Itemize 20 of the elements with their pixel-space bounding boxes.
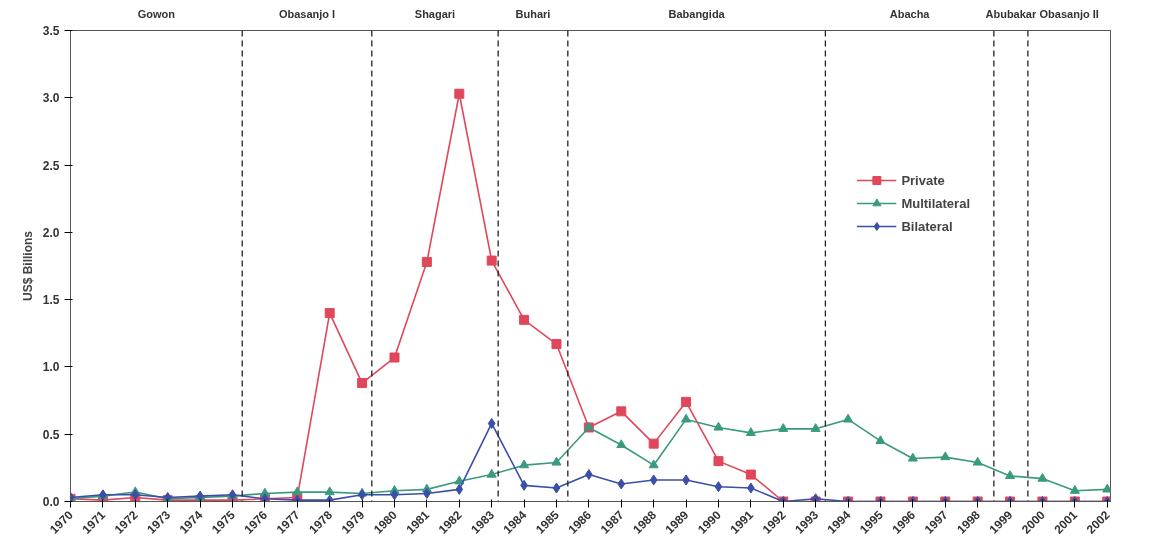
legend-label: Private (901, 172, 945, 188)
y-tick-label: 1.5 (42, 293, 60, 308)
text: Buhari (515, 7, 551, 20)
text: Abacha (889, 7, 931, 20)
legend-label: Bilateral (901, 218, 953, 234)
y-tick-label: 2.5 (42, 158, 60, 173)
y-tick-label: 3.0 (42, 91, 60, 106)
legend-label: Multilateral (901, 195, 970, 211)
y-tick-label: 2.0 (42, 225, 60, 240)
y-tick-label: 3.5 (42, 24, 60, 38)
text: Shagari (414, 7, 456, 20)
text: Obasanjo II (1039, 7, 1099, 20)
text: Abubakar (985, 7, 1037, 20)
text: Babangida (668, 7, 726, 20)
y-axis-title: US$ Billions (20, 230, 35, 302)
y-tick-label: 1.0 (42, 360, 60, 375)
text: Gowon (137, 7, 176, 20)
y-tick-label: 0.5 (42, 427, 60, 442)
y-tick-label: 0.0 (42, 495, 60, 509)
text: Obasanjo I (278, 7, 336, 20)
